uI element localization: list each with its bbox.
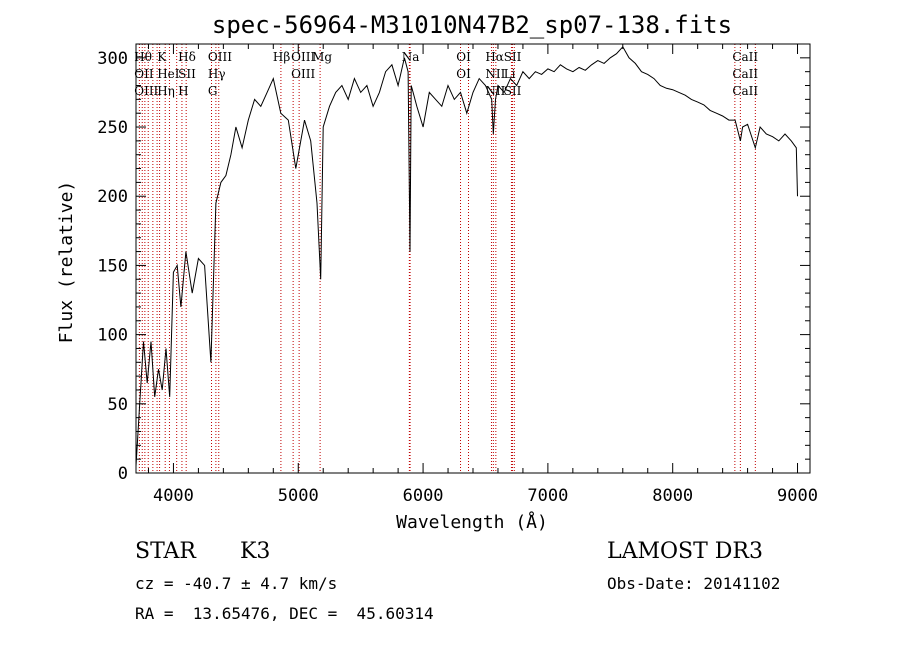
line-label-3-0: OIII — [208, 50, 232, 64]
line-label-1-1: HeI — [157, 67, 180, 81]
line-label-1-2: Hη — [157, 84, 175, 98]
line-label-1-0: K — [157, 50, 167, 64]
y-tick-label-50: 50 — [108, 395, 128, 415]
y-axis: 0 50 100 150 200 250 300 — [97, 49, 810, 484]
redshift-velocity: cz = -40.7 ± 4.7 km/s — [135, 574, 338, 593]
survey-name: LAMOST DR3 — [607, 539, 763, 564]
x-tick-label-5000: 5000 — [278, 486, 319, 506]
line-label-0-1: OII — [134, 67, 154, 81]
line-label-10-0: SII — [504, 50, 522, 64]
object-class: STAR — [135, 539, 196, 564]
y-tick-label-0: 0 — [118, 464, 128, 484]
object-subclass: K3 — [240, 539, 271, 564]
line-label-9-1: NII — [485, 67, 505, 81]
line-label-2-2: H — [178, 84, 188, 98]
line-label-2-0: Hδ — [178, 50, 196, 64]
line-label-9-0: Hα — [485, 50, 504, 64]
y-tick-label-200: 200 — [97, 187, 128, 207]
y-tick-label-150: 150 — [97, 256, 128, 276]
plot-frame — [135, 43, 811, 474]
y-tick-label-100: 100 — [97, 326, 128, 346]
line-label-2-1: SII — [178, 67, 196, 81]
line-label-11-2: CaII — [732, 84, 758, 98]
x-tick-label-8000: 8000 — [652, 486, 693, 506]
x-tick-label-4000: 4000 — [153, 486, 194, 506]
line-label-10-2: SII — [504, 84, 522, 98]
line-label-3-1: Hγ — [208, 67, 226, 81]
line-label-5-1: OIII — [291, 67, 315, 81]
observation-date: Obs-Date: 20141102 — [607, 574, 781, 593]
line-label-11-1: CaII — [732, 67, 758, 81]
line-label-0-0: Hθ — [134, 50, 152, 64]
line-label-9-2: NII — [485, 84, 505, 98]
y-tick-label-300: 300 — [97, 49, 128, 69]
line-label-8-1: OI — [456, 67, 471, 81]
chart-title: spec-56964-M31010N47B2_sp07-138.fits — [212, 11, 732, 39]
line-label-11-0: CaII — [732, 50, 758, 64]
spectrum-line — [135, 45, 798, 467]
line-label-10-1: Li — [504, 67, 516, 81]
emission-line-markers — [138, 44, 756, 473]
x-axis-label: Wavelength (Å) — [396, 511, 548, 533]
x-tick-label-6000: 6000 — [403, 486, 444, 506]
y-tick-label-250: 250 — [97, 118, 128, 138]
x-tick-label-9000: 9000 — [777, 486, 818, 506]
x-axis: 4000 5000 6000 7000 8000 9000 — [147, 44, 818, 506]
line-label-7-0: Na — [402, 50, 420, 64]
line-label-8-0: OI — [456, 50, 471, 64]
line-label-4-0: Hβ — [273, 50, 290, 64]
y-axis-label: Flux (relative) — [56, 181, 77, 344]
line-label-0-2: OIII — [134, 84, 158, 98]
line-label-6-0: Mg — [312, 50, 332, 64]
line-label-5-0: OIII — [291, 50, 315, 64]
line-label-3-2: G — [208, 84, 218, 98]
sky-coordinates: RA = 13.65476, DEC = 45.60314 — [135, 604, 434, 623]
x-tick-label-7000: 7000 — [527, 486, 568, 506]
